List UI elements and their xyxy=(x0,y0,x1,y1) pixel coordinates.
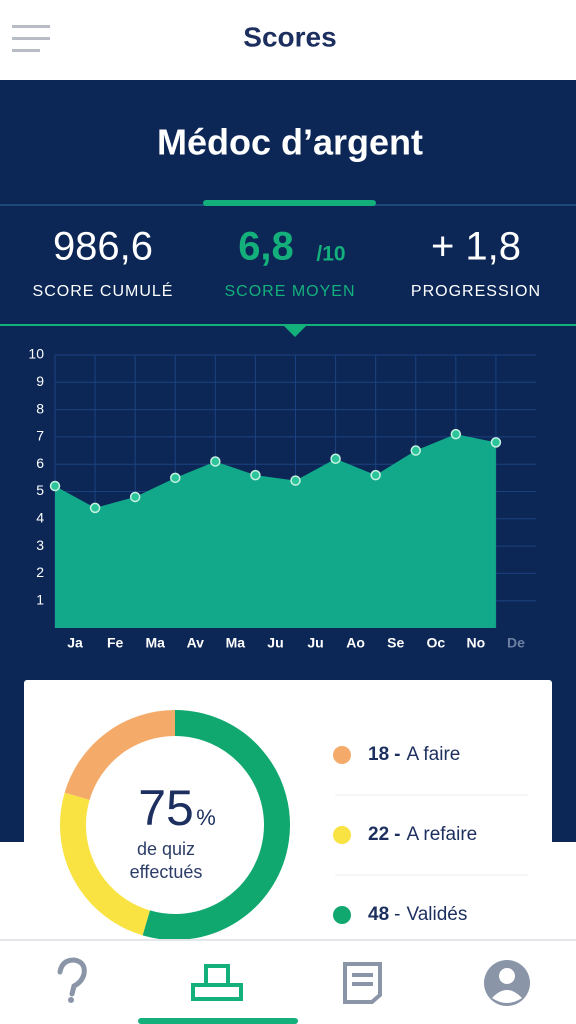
nav-indicator xyxy=(138,1018,298,1024)
question-mark xyxy=(57,957,87,997)
y-tick-label: 5 xyxy=(36,482,44,498)
legend-entry: 22- A refaire xyxy=(368,824,477,845)
menu-bar xyxy=(12,49,40,52)
x-tick-label: Oc xyxy=(426,635,445,651)
area-chart: 1 2 3 4 5 6 7 8 9 10 Ja Fe Ma Av Ma Ju Ju Ao Se Oc No De xyxy=(28,346,536,651)
notes-icon[interactable] xyxy=(343,962,382,1004)
data-point xyxy=(170,472,181,484)
data-point xyxy=(49,480,61,492)
legend-label: A refaire xyxy=(406,824,477,845)
x-tick-label: Ao xyxy=(346,635,365,651)
y-tick-label: 7 xyxy=(36,428,44,444)
legend-value: 22 xyxy=(368,824,389,845)
stat-suffix: /10 xyxy=(316,243,345,266)
x-tick-label: No xyxy=(467,635,486,651)
x-tick-label: De xyxy=(507,635,525,651)
legend-separator: - xyxy=(394,824,400,845)
stat-value: 6,8 xyxy=(238,225,294,269)
x-tick-label: Av xyxy=(187,635,205,651)
avatar-body xyxy=(492,990,522,1003)
y-tick-label: 8 xyxy=(36,400,44,416)
y-tick-label: 2 xyxy=(36,564,44,580)
data-point xyxy=(89,502,101,514)
donut-segment xyxy=(142,710,290,940)
y-tick-label: 10 xyxy=(28,346,44,362)
x-tick-label: Se xyxy=(387,635,404,651)
menu-bar xyxy=(12,37,50,40)
nav-background xyxy=(0,940,576,1024)
stat-value: 986,6 xyxy=(53,225,153,269)
stat-label: PROGRESSION xyxy=(411,283,541,300)
data-point xyxy=(210,456,221,467)
y-tick-label: 3 xyxy=(36,537,44,553)
x-tick-label: Ma xyxy=(226,635,246,651)
bottom-nav xyxy=(0,939,576,1024)
data-point xyxy=(450,428,462,440)
data-point xyxy=(370,469,381,481)
y-tick-label: 9 xyxy=(36,373,44,389)
legend-entry: 48- Validés xyxy=(368,904,467,925)
y-tick-label: 4 xyxy=(36,510,44,526)
legend-swatch xyxy=(333,826,351,844)
quiz-icon[interactable] xyxy=(57,957,87,1003)
data-point xyxy=(330,453,341,464)
menu-icon[interactable] xyxy=(12,25,50,52)
legend-separator: - xyxy=(394,904,400,925)
center-caption: de quiz xyxy=(137,839,195,859)
donut-segment xyxy=(64,710,176,801)
donut-segment xyxy=(60,792,151,936)
sheet xyxy=(343,962,382,1004)
avatar-head xyxy=(499,968,515,984)
legend-entry: 18- A faire xyxy=(368,744,460,765)
legend-swatch xyxy=(333,746,351,764)
legend-value: 18 xyxy=(368,744,389,765)
x-tick-label: Ju xyxy=(307,635,323,651)
y-tick-label: 6 xyxy=(36,455,44,471)
legend-separator: - xyxy=(394,744,400,765)
area xyxy=(55,434,496,628)
stat-value: + 1,8 xyxy=(431,225,521,269)
x-tick-label: Ju xyxy=(267,635,283,651)
y-tick-label: 1 xyxy=(36,591,44,607)
data-point xyxy=(410,445,421,456)
data-point xyxy=(490,437,502,448)
center-caption: effectués xyxy=(130,862,203,882)
x-tick-label: Ja xyxy=(67,635,83,651)
x-tick-label: Ma xyxy=(145,635,165,651)
legend-value: 48 xyxy=(368,904,389,925)
podium-top xyxy=(204,964,230,987)
menu-bar xyxy=(12,25,50,28)
banner-title: Médoc d’argent xyxy=(157,122,423,163)
stat-label: SCORE MOYEN xyxy=(224,283,355,300)
stat-label: SCORE CUMULÉ xyxy=(33,281,174,300)
center-unit: % xyxy=(196,805,216,830)
data-point xyxy=(129,491,141,503)
data-point xyxy=(250,469,261,481)
tab-indicator xyxy=(203,200,376,206)
question-dot xyxy=(68,997,74,1003)
legend-label: A faire xyxy=(406,744,460,765)
center-value: 75 xyxy=(138,780,194,836)
header-title: Scores xyxy=(243,21,336,52)
pointer xyxy=(283,325,307,337)
legend-swatch xyxy=(333,906,351,924)
legend-label: Validés xyxy=(406,904,467,925)
profile-icon[interactable] xyxy=(484,960,530,1006)
x-tick-label: Fe xyxy=(107,635,124,651)
scores-icon[interactable] xyxy=(191,964,243,1001)
data-point xyxy=(290,475,301,486)
